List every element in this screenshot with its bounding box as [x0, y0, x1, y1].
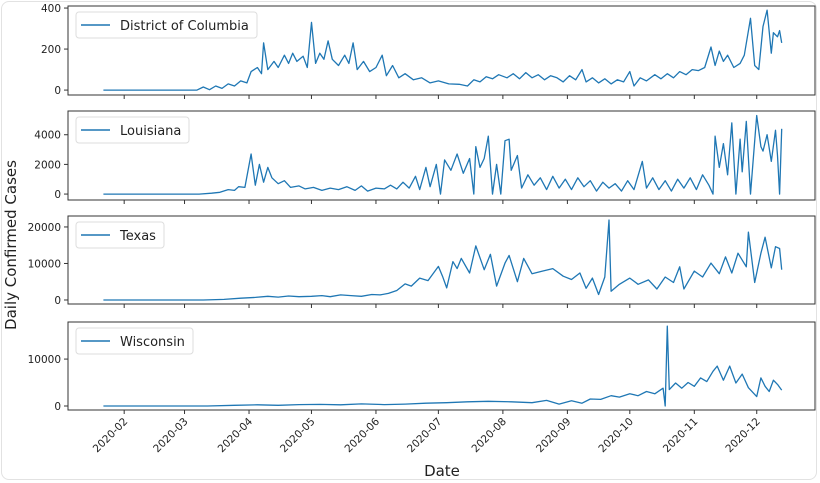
y-tick-label: 2000 — [34, 159, 61, 171]
y-tick-label: 4000 — [34, 130, 61, 142]
y-tick-label: 10000 — [28, 258, 61, 270]
subplot-1: District of Columbia 0 200 400 — [41, 3, 816, 99]
legend-box — [75, 327, 194, 355]
series-line — [103, 325, 783, 407]
axes-frame — [67, 110, 816, 201]
x-tick-label: 2020-05 — [278, 416, 318, 456]
y-axis-label: Daily Confirmed Cases — [2, 160, 20, 330]
x-tick-label: 2020-09 — [534, 416, 574, 456]
x-tick-label: 2020-02 — [91, 416, 131, 456]
series-line — [103, 114, 783, 195]
legend-label: Wisconsin — [120, 335, 185, 350]
legend-box — [75, 116, 190, 144]
legend-label: Louisiana — [120, 124, 181, 139]
series-line — [103, 219, 783, 301]
y-tick-label: 0 — [54, 85, 61, 97]
x-axis-label: Date — [424, 462, 460, 480]
legend-label: District of Columbia — [120, 19, 249, 34]
subplot-3: Texas 0 10000 20000 — [28, 215, 816, 308]
y-tick-label: 20000 — [28, 222, 61, 234]
axes-frame — [67, 321, 816, 411]
y-tick-label: 0 — [54, 401, 61, 413]
y-tick-label: 0 — [54, 189, 61, 201]
axes-frame — [67, 215, 816, 305]
x-tick-label: 2020-11 — [661, 416, 701, 456]
x-tick-label: 2020-10 — [596, 416, 636, 456]
x-tick-label: 2020-04 — [216, 415, 256, 455]
y-tick-label: 200 — [41, 44, 61, 56]
legend-box — [75, 221, 165, 249]
legend: Wisconsin — [75, 327, 194, 355]
legend-label: Texas — [119, 229, 156, 244]
legend: Louisiana — [75, 116, 190, 144]
x-tick-label: 2020-06 — [343, 415, 383, 455]
x-tick-label: 2020-08 — [469, 416, 509, 456]
legend: District of Columbia — [75, 11, 258, 39]
subplot-2: Louisiana 0 2000 4000 — [34, 110, 816, 204]
axes-frame — [67, 5, 816, 96]
y-tick-label: 400 — [41, 3, 61, 15]
x-tick-label: 2020-03 — [151, 416, 191, 456]
subplot-4: Wisconsin 0 10000 2020-02 2020-03 2020-04 2020… — [28, 321, 816, 456]
y-tick-label: 10000 — [28, 354, 61, 366]
x-tick-label: 2020-07 — [405, 416, 445, 456]
legend-box — [75, 11, 258, 39]
legend: Texas — [75, 221, 165, 249]
x-tick-label: 2020-12 — [723, 416, 763, 456]
series-line — [103, 9, 783, 91]
y-tick-label: 0 — [54, 295, 61, 307]
